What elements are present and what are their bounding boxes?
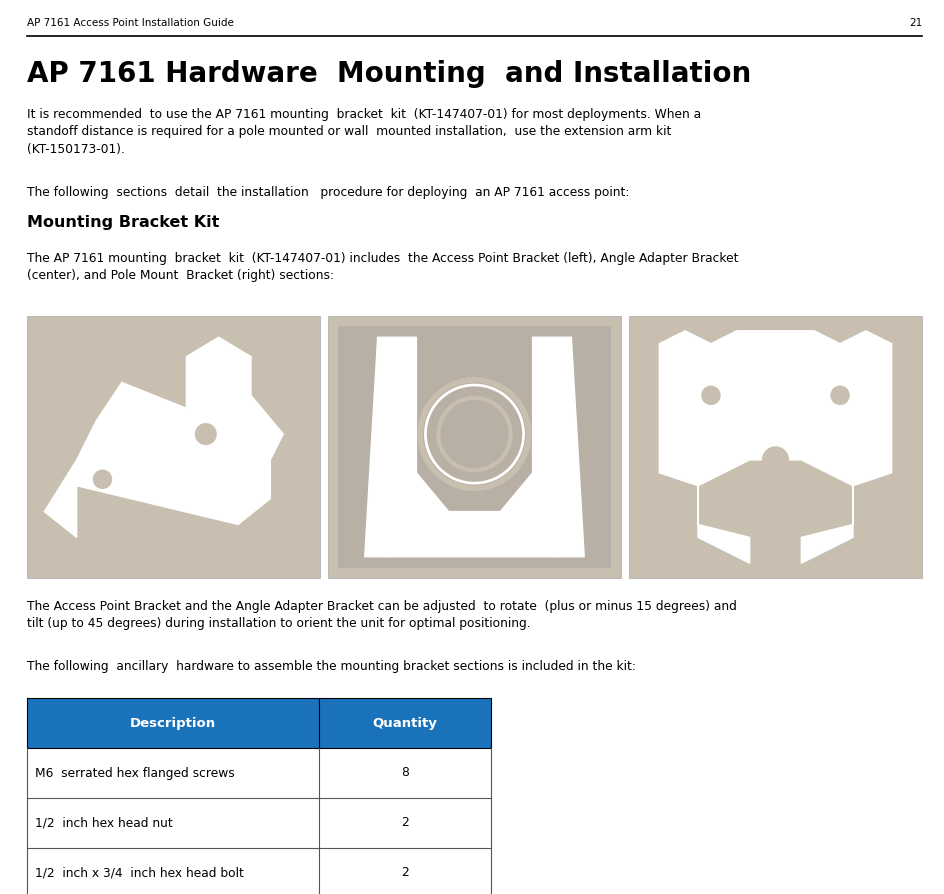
Text: 1/2  inch x 3/4  inch hex head bolt: 1/2 inch x 3/4 inch hex head bolt (35, 866, 244, 880)
Circle shape (126, 367, 143, 385)
Text: 2: 2 (401, 866, 409, 880)
Text: It is recommended  to use the AP 7161 mounting  bracket  kit  (KT-147407-01) for: It is recommended to use the AP 7161 mou… (27, 108, 701, 156)
Circle shape (702, 386, 720, 404)
Text: The following  sections  detail  the installation   procedure for deploying  an : The following sections detail the instal… (27, 186, 630, 199)
Text: The AP 7161 mounting  bracket  kit  (KT-147407-01) includes  the Access Point Br: The AP 7161 mounting bracket kit (KT-147… (27, 252, 738, 283)
Text: M6  serrated hex flanged screws: M6 serrated hex flanged screws (35, 766, 235, 780)
Text: The Access Point Bracket and the Angle Adapter Bracket can be adjusted  to rotat: The Access Point Bracket and the Angle A… (27, 600, 737, 630)
Bar (27, 316, 320, 578)
Text: The following  ancillary  hardware to assemble the mounting bracket sections is : The following ancillary hardware to asse… (27, 660, 636, 673)
Circle shape (763, 447, 788, 473)
Text: 2: 2 (401, 816, 409, 830)
Text: AP 7161 Access Point Installation Guide: AP 7161 Access Point Installation Guide (27, 18, 234, 28)
Bar (629, 316, 922, 578)
Bar (27, 848, 491, 894)
Text: Description: Description (130, 716, 216, 730)
Polygon shape (659, 331, 892, 563)
Text: 21: 21 (909, 18, 922, 28)
Text: Quantity: Quantity (373, 716, 437, 730)
Text: AP 7161 Hardware  Mounting  and Installation: AP 7161 Hardware Mounting and Installati… (27, 60, 751, 88)
Polygon shape (364, 337, 584, 557)
Bar (338, 326, 611, 568)
Text: 1/2  inch hex head nut: 1/2 inch hex head nut (35, 816, 173, 830)
Bar (328, 316, 621, 578)
Text: 8: 8 (401, 766, 409, 780)
Circle shape (93, 470, 111, 488)
Polygon shape (44, 337, 283, 537)
Circle shape (195, 424, 216, 444)
Bar (27, 748, 491, 798)
Circle shape (426, 385, 524, 483)
Circle shape (831, 386, 849, 404)
Text: Mounting Bracket Kit: Mounting Bracket Kit (27, 215, 219, 230)
Bar (27, 798, 491, 848)
Bar (27, 698, 491, 748)
